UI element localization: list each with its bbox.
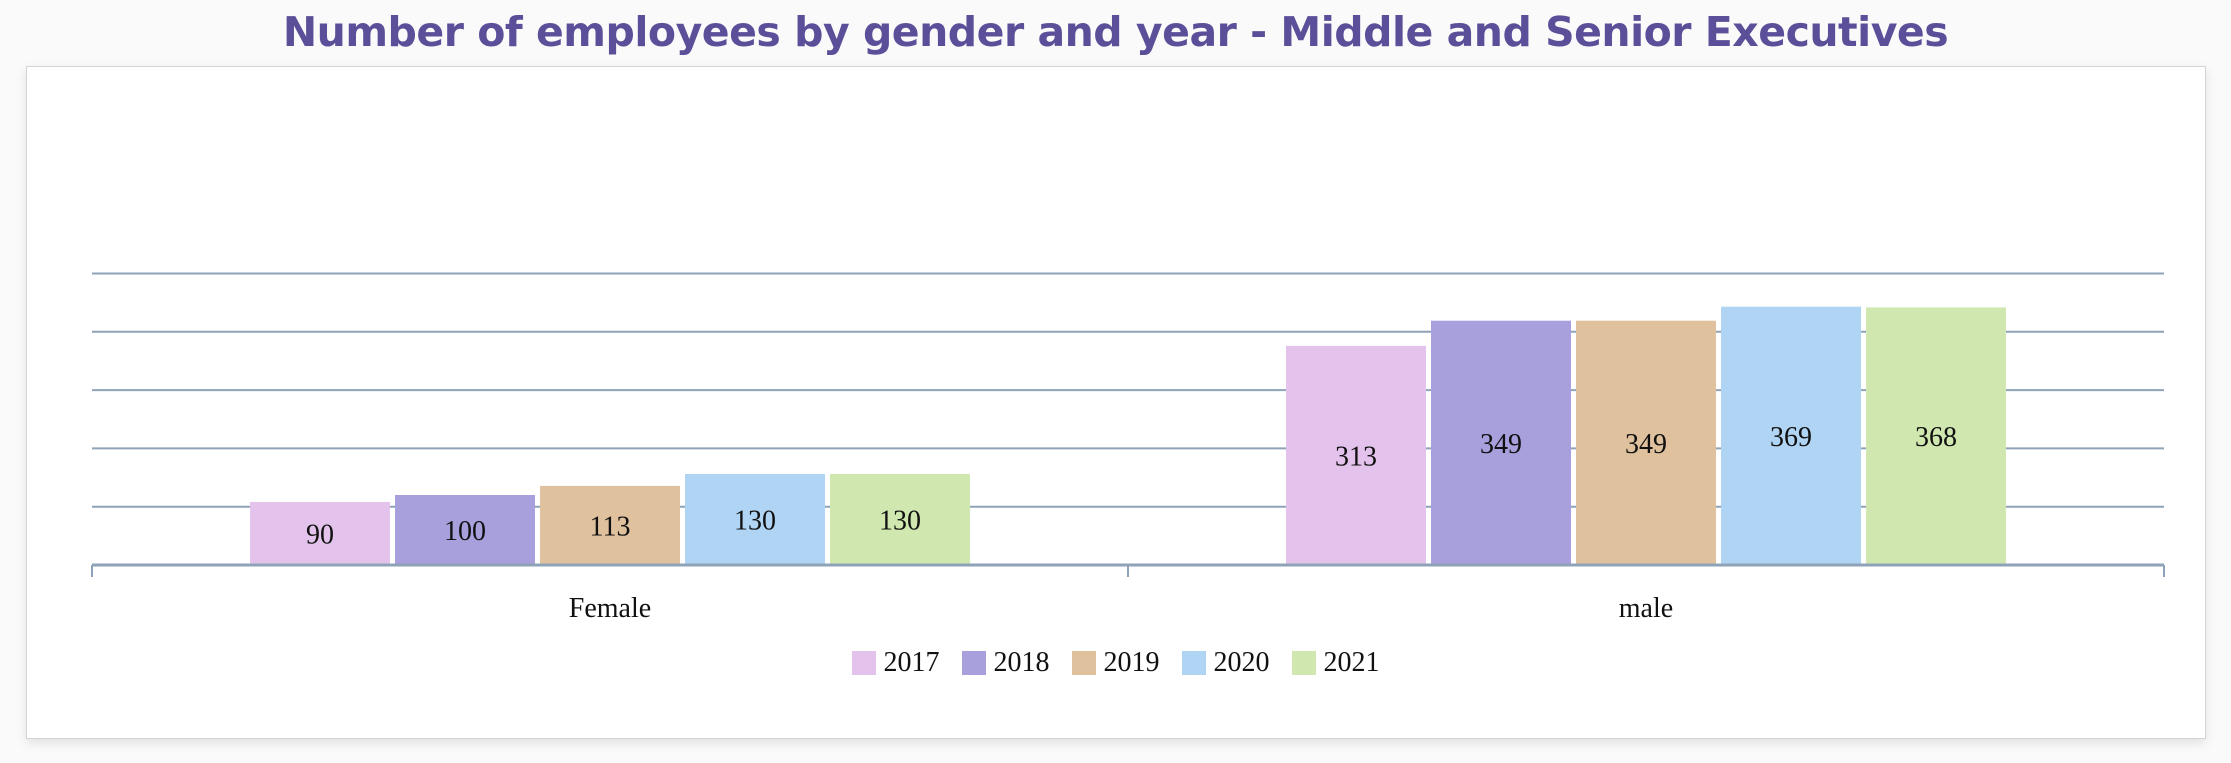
chart-legend: 2017 2018 2019 2020 2021 bbox=[0, 647, 2231, 679]
bar-male-2018 bbox=[1431, 320, 1571, 565]
data-label: 90 bbox=[306, 520, 334, 551]
legend-item-2021[interactable]: 2021 bbox=[1291, 647, 1380, 679]
category-label-male: male bbox=[1619, 593, 1673, 624]
bar-female-2017 bbox=[250, 502, 390, 565]
category-label-female: Female bbox=[569, 593, 651, 624]
bar-male-2021 bbox=[1866, 307, 2006, 565]
legend-swatch bbox=[1071, 651, 1096, 675]
data-label: 113 bbox=[590, 511, 631, 542]
legend-label: 2019 bbox=[1103, 647, 1160, 678]
legend-swatch bbox=[1291, 651, 1316, 675]
legend-label: 2017 bbox=[883, 647, 940, 678]
legend-swatch bbox=[961, 651, 986, 675]
data-label: 100 bbox=[444, 516, 486, 547]
legend-label: 2021 bbox=[1323, 647, 1380, 678]
data-label: 349 bbox=[1480, 429, 1522, 460]
bar-male-2017 bbox=[1286, 345, 1426, 565]
data-label: 130 bbox=[734, 506, 776, 537]
legend-label: 2020 bbox=[1213, 647, 1270, 678]
legend-item-2019[interactable]: 2019 bbox=[1071, 647, 1160, 679]
data-label: 130 bbox=[879, 506, 921, 537]
bar-male-2019 bbox=[1576, 320, 1716, 565]
data-label: 368 bbox=[1915, 422, 1957, 453]
bar-female-2018 bbox=[395, 495, 535, 565]
legend-label: 2018 bbox=[993, 647, 1050, 678]
legend-swatch bbox=[1181, 651, 1206, 675]
legend-item-2020[interactable]: 2020 bbox=[1181, 647, 1270, 679]
legend-swatch bbox=[851, 651, 876, 675]
legend-item-2017[interactable]: 2017 bbox=[851, 647, 940, 679]
data-label: 369 bbox=[1770, 422, 1812, 453]
chart-title: Number of employees by gender and year -… bbox=[282, 8, 1949, 56]
data-label: 349 bbox=[1625, 429, 1667, 460]
bar-female-2021 bbox=[830, 474, 970, 565]
bar-male-2020 bbox=[1721, 306, 1861, 565]
data-label: 313 bbox=[1335, 441, 1377, 472]
bar-female-2020 bbox=[685, 474, 825, 565]
legend-item-2018[interactable]: 2018 bbox=[961, 647, 1050, 679]
bar-female-2019 bbox=[540, 485, 680, 565]
